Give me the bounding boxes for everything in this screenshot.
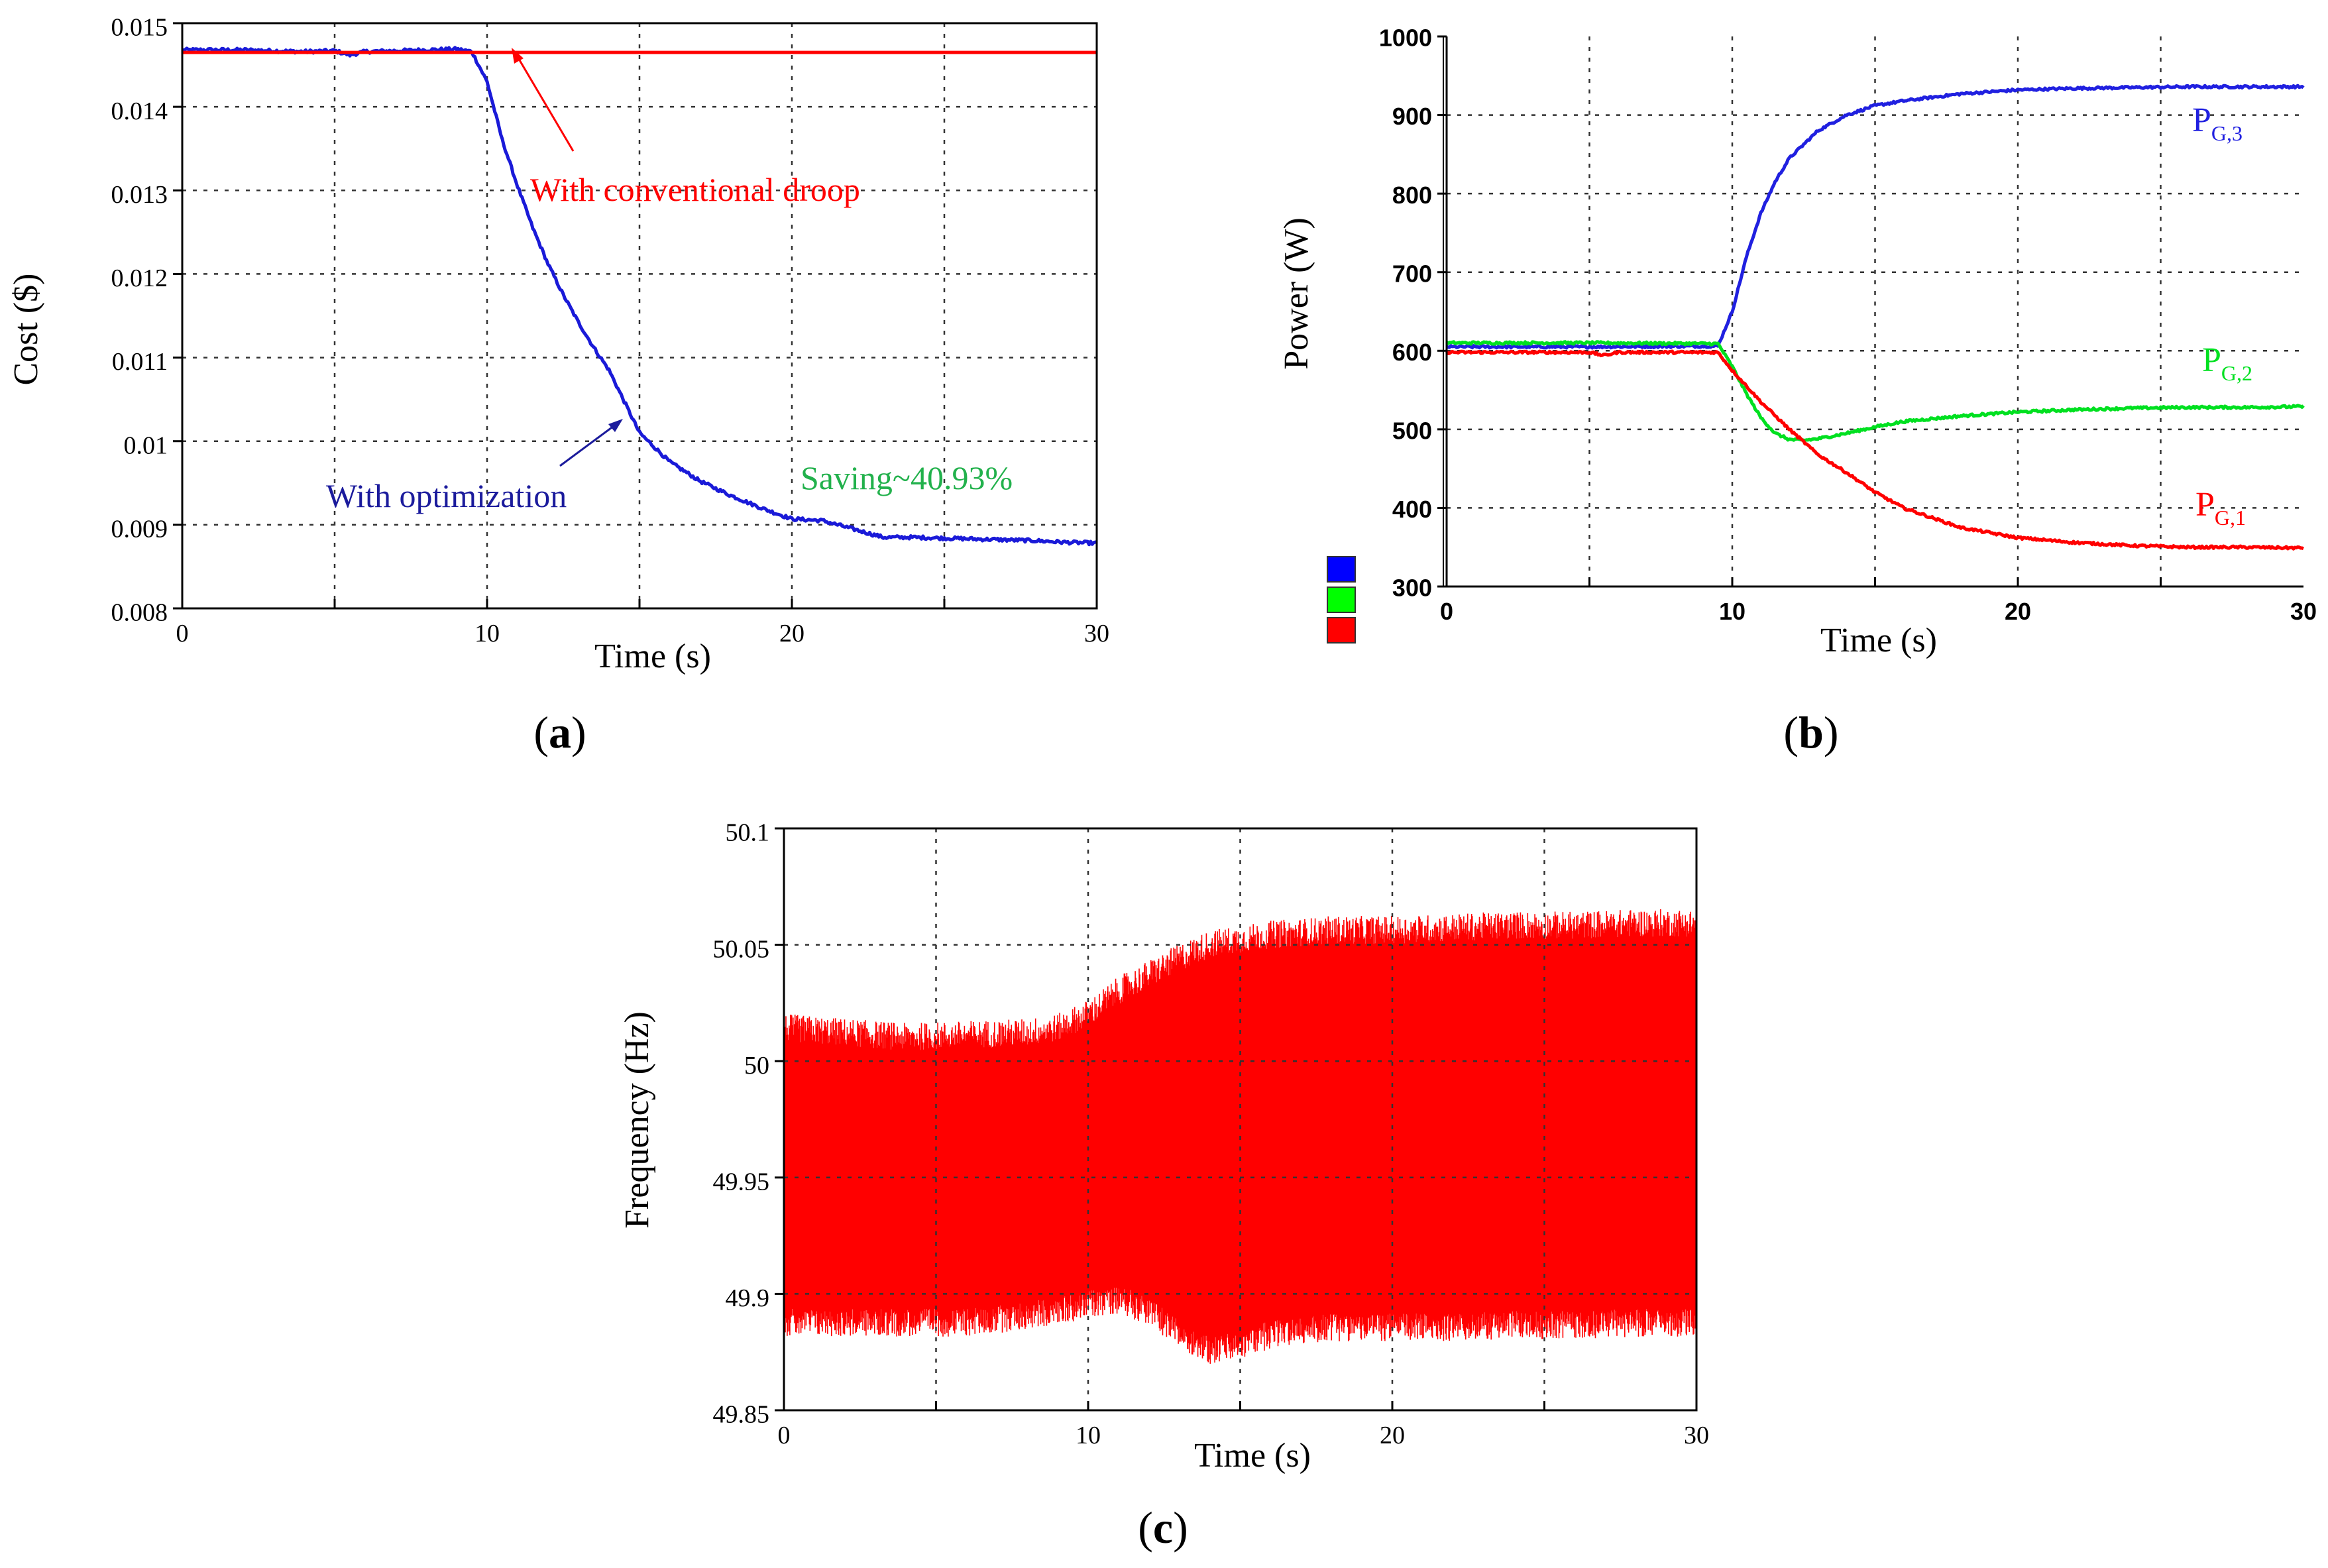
chart-c-grid [784, 828, 1696, 1410]
x-tick-label: 20 [2005, 598, 2031, 625]
chart-a-y-tick-labels: 0.008 0.009 0.01 0.011 0.012 0.013 0.014 0.015 [111, 14, 168, 627]
chart-c-xlabel: Time (s) [1194, 1437, 1311, 1475]
chart-a-series [181, 46, 1097, 547]
chart-b-x-tick-labels: 0 10 20 30 [1440, 598, 2317, 625]
y-tick-label: 800 [1392, 182, 1432, 209]
chart-a-x-tick-labels: 0 10 20 30 [176, 620, 1110, 647]
x-tick-label: 10 [1076, 1422, 1101, 1449]
x-tick-label: 30 [1684, 1422, 1709, 1449]
y-tick-label: 50 [744, 1052, 769, 1080]
chart-b-y-tick-labels: 300 400 500 600 700 800 900 1000 [1379, 25, 1432, 602]
x-tick-label: 20 [1380, 1422, 1405, 1449]
legend-swatch-red [1327, 617, 1356, 644]
y-tick-label: 0.011 [112, 348, 168, 376]
chart-c-x-tick-labels: 0 10 20 30 [778, 1422, 1710, 1449]
chart-b-ylabel: Power (W) [1278, 217, 1315, 370]
chart-c-panel-label: (c) [1138, 1502, 1188, 1553]
chart-c-ticks [775, 827, 1545, 1412]
y-tick-label: 700 [1392, 260, 1432, 287]
series-line-2 [1445, 349, 2304, 551]
chart-c: 49.85 49.9 49.95 50 50.05 50.1 0 10 20 30 Time (… [618, 819, 1709, 1553]
annotation-arrowhead-droop [512, 48, 524, 64]
chart-a-xlabel: Time (s) [594, 638, 711, 675]
x-tick-label: 0 [778, 1422, 791, 1449]
chart-c-y-tick-labels: 49.85 49.9 49.95 50 50.05 50.1 [713, 819, 770, 1429]
chart-b-grid [1447, 36, 2303, 587]
y-tick-label: 0.008 [111, 599, 168, 627]
y-tick-label: 50.05 [713, 935, 770, 963]
y-tick-label: 0.013 [111, 181, 168, 209]
y-tick-label: 0.014 [111, 97, 168, 125]
y-tick-label: 49.85 [713, 1401, 770, 1429]
series-label-pg1: PG,1 [2195, 486, 2246, 530]
chart-a: 0.0080.0090.010.0110.0120.0130.0140.015 … [7, 14, 1109, 757]
chart-b-panel-label: (b) [1783, 707, 1838, 757]
chart-b: 300 400 500 600 700 800 900 1000 0 10 20 30 PG,3 P… [1278, 25, 2317, 757]
y-tick-label: 900 [1392, 103, 1432, 130]
chart-b-ticks [1437, 35, 2162, 588]
y-tick-label: 0.01 [124, 431, 168, 459]
y-tick-label: 300 [1392, 575, 1432, 602]
x-tick-label: 10 [474, 620, 500, 647]
chart-a-ylabel: Cost ($) [7, 274, 45, 386]
y-tick-label: 500 [1392, 418, 1432, 445]
y-tick-label: 0.012 [111, 264, 168, 292]
chart-b-xlabel: Time (s) [1820, 622, 1937, 659]
x-tick-label: 0 [1440, 598, 1453, 625]
y-tick-label: 1000 [1379, 25, 1432, 52]
annotation-arrow-droop [516, 55, 575, 152]
legend-swatch-blue [1327, 556, 1356, 583]
x-tick-label: 30 [1084, 620, 1109, 647]
legend-swatch-green [1327, 587, 1356, 613]
y-tick-label: 0.015 [111, 14, 168, 42]
x-tick-label: 30 [2290, 598, 2317, 625]
series-line-0 [1445, 84, 2305, 350]
annotation-arrow-optimization [559, 423, 617, 467]
x-tick-label: 20 [779, 620, 804, 647]
annotation-saving-label: Saving~40.93% [801, 459, 1013, 496]
series-label-pg3: PG,3 [2192, 101, 2243, 145]
chart-a-panel-label: (a) [533, 707, 586, 757]
series-line-1 [1445, 340, 2305, 442]
series-line-0 [181, 46, 1097, 547]
y-tick-label: 49.95 [713, 1168, 770, 1196]
y-tick-label: 600 [1392, 339, 1432, 366]
chart-a-ticks [173, 22, 946, 610]
chart-a-grid [182, 23, 1097, 608]
x-tick-label: 0 [176, 620, 189, 647]
annotation-optimization-label: With optimization [326, 477, 567, 514]
y-tick-label: 49.9 [726, 1284, 770, 1312]
y-tick-label: 400 [1392, 496, 1432, 523]
x-tick-label: 10 [1719, 598, 1746, 625]
y-tick-label: 0.009 [111, 516, 168, 543]
series-label-pg2: PG,2 [2202, 341, 2252, 385]
y-tick-label: 50.1 [726, 819, 770, 847]
chart-b-series [1445, 84, 2305, 551]
chart-c-ylabel: Frequency (Hz) [618, 1011, 656, 1229]
annotation-droop-label: With conventional droop [530, 171, 860, 208]
annotation-arrowhead-optimization [608, 419, 623, 432]
